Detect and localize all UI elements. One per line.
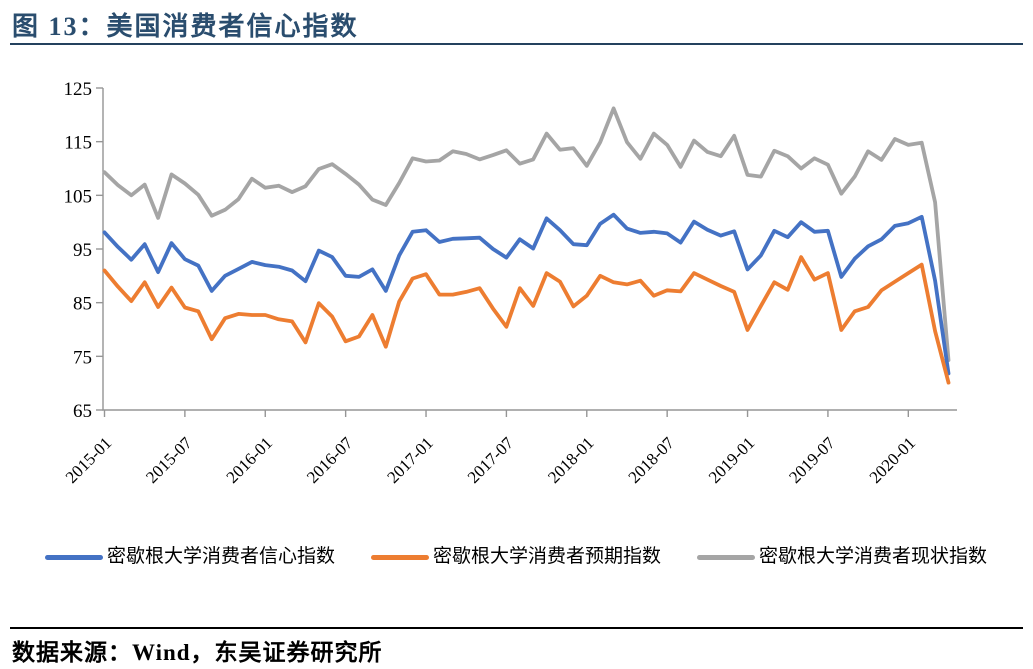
series-line-2	[102, 106, 951, 363]
y-axis-tick-label: 125	[64, 79, 93, 100]
x-axis-tick-label: 2017-01	[383, 433, 437, 487]
legend-label-current-conditions: 密歇根大学消费者现状指数	[759, 546, 988, 567]
legend-marker-current-conditions-line	[697, 554, 756, 560]
x-axis-tick-label: 2019-01	[705, 433, 759, 487]
legend-label-expectations: 密歇根大学消费者预期指数	[433, 546, 662, 567]
x-axis-tick-label: 2015-07	[142, 433, 196, 487]
x-axis-tick-label: 2016-01	[223, 433, 277, 487]
footer-divider	[10, 627, 1023, 629]
legend-item-current-conditions: 密歇根大学消费者现状指数	[697, 546, 987, 568]
chart-axes	[102, 88, 957, 411]
legend-marker-expectations-line	[371, 554, 430, 560]
series-line-0	[102, 212, 951, 376]
title-divider	[10, 43, 1023, 45]
x-axis-tick-label: 2017-07	[464, 433, 518, 487]
x-axis-tick-label: 2020-01	[866, 433, 920, 487]
y-axis-tick-label: 115	[64, 133, 92, 154]
data-source: 数据来源：Wind，东吴证券研究所	[12, 640, 383, 665]
x-axis-tick-label: 2018-01	[544, 433, 598, 487]
series-line-1	[102, 255, 951, 385]
figure-title: 图 13：美国消费者信心指数	[12, 12, 359, 41]
y-axis-tick-label: 75	[73, 347, 92, 368]
y-axis-tick-label: 65	[73, 401, 92, 422]
x-axis-tick-label: 2018-07	[624, 433, 678, 487]
legend-item-sentiment: 密歇根大学消费者信心指数	[45, 546, 335, 568]
legend-item-expectations: 密歇根大学消费者预期指数	[371, 546, 661, 568]
x-axis-tick-label: 2015-01	[62, 433, 116, 487]
consumer-confidence-line-chart: 65 75 85 95 105 115 125 2015-01 2015-07 2016-01 20…	[62, 79, 957, 487]
legend-marker-sentiment-line	[45, 554, 103, 560]
legend-label-sentiment: 密歇根大学消费者信心指数	[107, 546, 336, 567]
y-axis-tick-label: 105	[64, 186, 93, 207]
chart-legend: 密歇根大学消费者信心指数 密歇根大学消费者预期指数 密歇根大学消费者现状指数	[45, 546, 987, 568]
y-axis-tick-label: 95	[73, 240, 92, 261]
x-axis-tick-label: 2019-07	[785, 433, 839, 487]
x-axis-tick-label: 2016-07	[303, 433, 357, 487]
y-axis-tick-label: 85	[73, 294, 92, 315]
